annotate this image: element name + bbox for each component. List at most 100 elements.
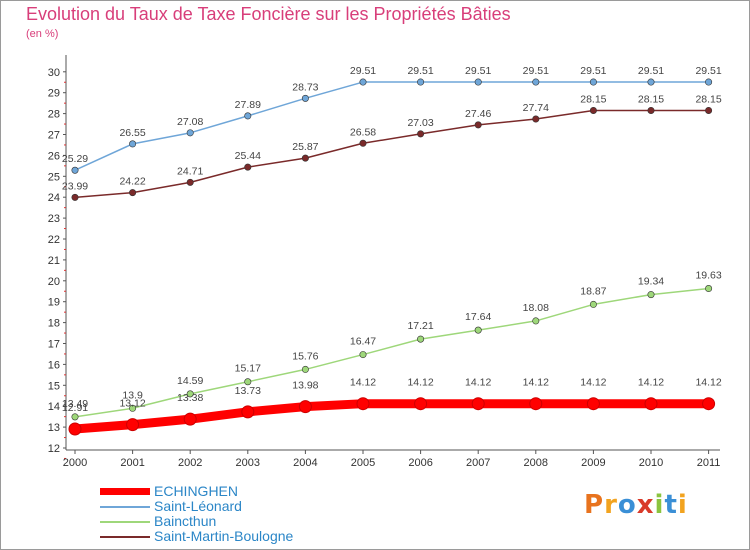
series-line-3: [74, 109, 710, 199]
y-tick-label: 22: [48, 234, 60, 246]
y-tick-label: 30: [48, 67, 60, 79]
x-tick-label: 2011: [697, 457, 721, 469]
data-point: [359, 139, 367, 147]
data-point: [702, 397, 716, 411]
legend-label: ECHINGHEN: [154, 483, 239, 499]
data-label: 29.51: [465, 65, 491, 77]
x-tick-label: 2007: [466, 457, 490, 469]
data-point: [241, 405, 255, 419]
y-tick-label: 23: [48, 213, 60, 225]
y-tick-label: 25: [48, 171, 60, 183]
data-point: [417, 335, 425, 343]
logo-letter: t: [664, 490, 678, 520]
x-tick-label: 2003: [236, 457, 260, 469]
data-point: [71, 193, 79, 201]
data-label: 13.98: [292, 380, 318, 392]
data-label: 28.73: [292, 81, 318, 93]
data-point: [414, 397, 428, 411]
data-label: 29.51: [695, 65, 721, 77]
data-label: 24.71: [177, 165, 203, 177]
x-tick-label: 2006: [408, 457, 432, 469]
data-point: [301, 94, 309, 102]
y-tick-label: 16: [48, 359, 60, 371]
data-label: 28.15: [695, 93, 721, 105]
logo-letter: r: [604, 490, 618, 520]
series-line-1: [74, 81, 710, 171]
data-label: 28.15: [580, 93, 606, 105]
data-point: [183, 412, 197, 426]
data-label: 27.46: [465, 108, 491, 120]
legend-swatch: [100, 488, 150, 495]
series-line-0: [70, 399, 714, 434]
legend-swatch: [100, 536, 150, 538]
data-point: [532, 317, 540, 325]
data-point: [589, 300, 597, 308]
data-point: [529, 397, 543, 411]
data-point: [474, 121, 482, 129]
data-label: 19.63: [695, 270, 721, 282]
logo-letter: o: [617, 490, 637, 520]
data-point: [68, 422, 82, 436]
data-point: [647, 291, 655, 299]
data-label: 12.91: [62, 402, 88, 414]
data-label: 18.08: [523, 302, 549, 314]
data-label: 13.9: [122, 389, 143, 401]
series-line-2: [74, 287, 710, 418]
legend-swatch: [100, 521, 150, 523]
data-label: 29.51: [350, 65, 376, 77]
data-point: [301, 154, 309, 162]
y-tick-label: 15: [48, 380, 60, 392]
data-point: [126, 418, 140, 432]
data-label: 15.17: [235, 363, 261, 375]
x-tick-label: 2005: [351, 457, 375, 469]
data-point: [532, 115, 540, 123]
logo-letter: x: [636, 490, 655, 520]
data-point: [186, 129, 194, 137]
data-point: [244, 378, 252, 386]
x-tick-label: 2004: [293, 457, 317, 469]
data-label: 13.73: [235, 385, 261, 397]
data-label: 25.87: [292, 141, 318, 153]
x-tick-label: 2000: [63, 457, 87, 469]
y-tick-label: 26: [48, 150, 60, 162]
data-label: 17.21: [407, 320, 433, 332]
data-point: [417, 78, 425, 86]
unit-label: (en %): [26, 28, 59, 40]
data-label: 19.34: [638, 276, 664, 288]
data-label: 18.87: [580, 285, 606, 297]
data-point: [356, 397, 370, 411]
logo-letter: i: [677, 490, 688, 520]
data-point: [129, 404, 137, 412]
y-tick-label: 20: [48, 276, 60, 288]
x-tick-label: 2001: [120, 457, 144, 469]
y-tick-label: 18: [48, 318, 60, 330]
data-label: 16.47: [350, 336, 376, 348]
data-point: [471, 397, 485, 411]
y-tick-label: 29: [48, 88, 60, 100]
data-point: [586, 397, 600, 411]
legend-swatch: [100, 506, 150, 508]
y-tick-label: 24: [48, 192, 60, 204]
data-label: 29.51: [523, 65, 549, 77]
data-point: [705, 78, 713, 86]
data-point: [186, 178, 194, 186]
data-label: 14.12: [580, 377, 606, 389]
data-label: 29.51: [580, 65, 606, 77]
data-point: [71, 413, 79, 421]
y-tick-label: 17: [48, 339, 60, 351]
x-tick-label: 2010: [639, 457, 663, 469]
data-label: 14.12: [695, 377, 721, 389]
data-label: 26.55: [119, 127, 145, 139]
data-label: 29.51: [407, 65, 433, 77]
data-label: 25.44: [235, 150, 261, 162]
chart-title: Evolution du Taux de Taxe Foncière sur l…: [26, 4, 511, 24]
data-point: [474, 326, 482, 334]
data-point: [705, 285, 713, 293]
data-label: 14.59: [177, 375, 203, 387]
y-tick-label: 28: [48, 109, 60, 121]
data-label: 14.12: [523, 377, 549, 389]
y-tick-label: 27: [48, 130, 60, 142]
data-label: 13.38: [177, 392, 203, 404]
data-point: [644, 397, 658, 411]
